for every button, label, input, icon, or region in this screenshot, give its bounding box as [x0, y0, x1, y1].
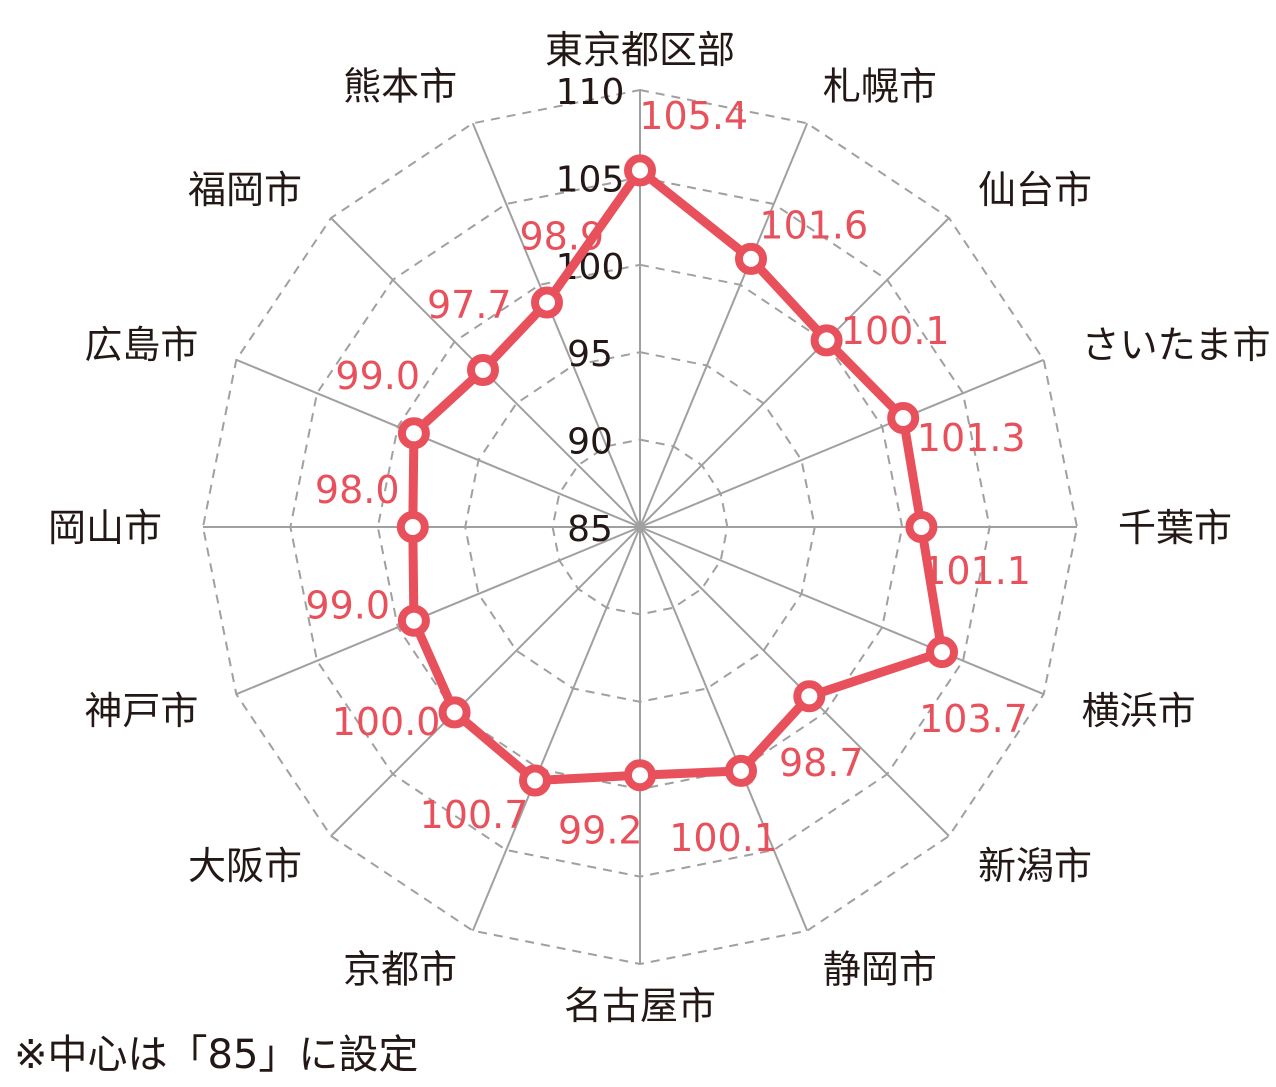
data-point	[887, 402, 920, 434]
category-label: 千葉市	[1118, 506, 1232, 550]
data-point	[793, 680, 826, 713]
data-point	[397, 417, 430, 450]
tick-label: 110	[556, 72, 625, 113]
axis-spoke	[639, 358, 1045, 528]
category-label: 札幌市	[823, 64, 937, 108]
data-point	[810, 324, 843, 357]
axis-spoke	[639, 122, 809, 528]
series-layer	[396, 154, 958, 797]
value-label: 98.0	[315, 468, 400, 512]
axis-spoke	[235, 526, 641, 696]
data-point	[905, 511, 938, 543]
axis-spoke	[330, 526, 641, 837]
tick-label: 90	[567, 422, 613, 463]
footnote: ※中心は「85」に設定	[14, 1032, 418, 1078]
category-label: 福岡市	[188, 168, 302, 212]
data-point	[926, 636, 958, 669]
value-label: 97.7	[427, 283, 512, 327]
category-label: 新潟市	[978, 844, 1092, 888]
value-label: 105.4	[639, 94, 748, 138]
value-label: 101.3	[917, 416, 1026, 460]
series-line	[408, 165, 947, 785]
category-label: 大阪市	[188, 844, 302, 888]
data-point	[397, 604, 430, 637]
tick-label: 85	[567, 509, 613, 550]
category-label: 静岡市	[823, 948, 937, 992]
tick-label: 105	[556, 159, 625, 200]
data-point	[735, 242, 767, 275]
category-label: 熊本市	[343, 64, 457, 108]
category-label: さいたま市	[1082, 323, 1271, 367]
axis-spoke	[235, 358, 641, 528]
axis-spoke	[639, 526, 809, 932]
category-label: 横浜市	[1082, 689, 1196, 733]
value-label: 100.1	[669, 816, 778, 860]
axis-spoke	[639, 526, 950, 837]
category-label: 東京都区部	[545, 28, 735, 72]
category-label: 岡山市	[48, 506, 162, 550]
data-point	[624, 759, 656, 792]
value-label: 101.1	[922, 549, 1031, 593]
category-label: 神戸市	[84, 689, 198, 733]
axis-spoke	[639, 526, 1045, 696]
data-point	[467, 354, 499, 386]
data-point	[624, 154, 656, 187]
category-label: 名古屋市	[564, 984, 716, 1028]
category-label: 京都市	[343, 948, 457, 992]
data-point	[396, 511, 429, 543]
value-label: 100.1	[841, 309, 950, 353]
data-point	[519, 764, 551, 797]
value-label: 103.7	[919, 697, 1028, 741]
category-label: 広島市	[84, 323, 198, 367]
category-label: 仙台市	[978, 168, 1092, 212]
value-label-layer: 105.4101.6100.1101.3101.1103.798.7100.19…	[305, 94, 1031, 860]
value-label: 100.7	[420, 793, 529, 837]
value-label: 100.0	[332, 700, 441, 744]
value-label: 99.0	[305, 584, 390, 628]
value-label: 101.6	[759, 203, 868, 247]
tick-label: 95	[567, 334, 613, 375]
axis-spoke	[471, 122, 641, 528]
value-label: 98.7	[779, 741, 864, 785]
value-label: 98.9	[519, 214, 604, 258]
data-point	[531, 286, 563, 319]
value-label: 99.2	[558, 809, 643, 853]
axis-layer	[203, 90, 1077, 964]
axis-spoke	[471, 526, 641, 932]
axis-spoke	[639, 217, 950, 528]
data-point	[725, 754, 757, 787]
data-point	[438, 696, 471, 729]
value-label: 99.0	[335, 354, 420, 398]
